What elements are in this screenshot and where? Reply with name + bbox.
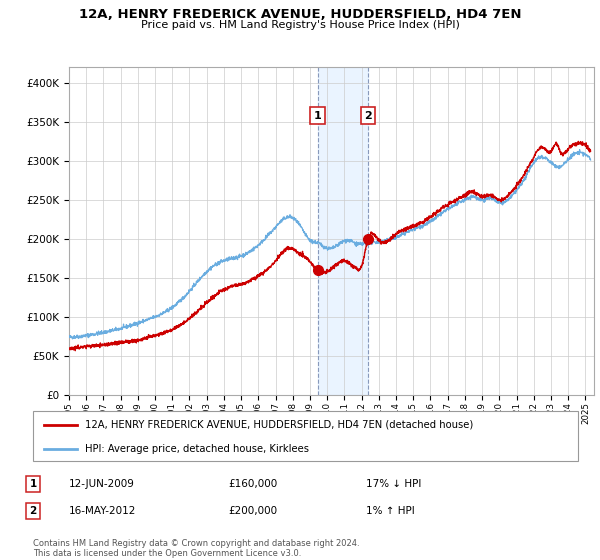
Text: HPI: Average price, detached house, Kirklees: HPI: Average price, detached house, Kirk… bbox=[85, 444, 309, 454]
Text: 2: 2 bbox=[364, 110, 372, 120]
Bar bbox=[317, 67, 368, 395]
Text: £160,000: £160,000 bbox=[228, 479, 277, 489]
Text: 12-JUN-2009: 12-JUN-2009 bbox=[69, 479, 135, 489]
Text: Price paid vs. HM Land Registry's House Price Index (HPI): Price paid vs. HM Land Registry's House … bbox=[140, 20, 460, 30]
Text: 17% ↓ HPI: 17% ↓ HPI bbox=[366, 479, 421, 489]
Text: 16-MAY-2012: 16-MAY-2012 bbox=[69, 506, 136, 516]
Text: 12A, HENRY FREDERICK AVENUE, HUDDERSFIELD, HD4 7EN (detached house): 12A, HENRY FREDERICK AVENUE, HUDDERSFIEL… bbox=[85, 419, 473, 430]
FancyBboxPatch shape bbox=[33, 411, 578, 461]
Text: 2: 2 bbox=[29, 506, 37, 516]
Text: Contains HM Land Registry data © Crown copyright and database right 2024.
This d: Contains HM Land Registry data © Crown c… bbox=[33, 539, 359, 558]
Text: £200,000: £200,000 bbox=[228, 506, 277, 516]
Text: 12A, HENRY FREDERICK AVENUE, HUDDERSFIELD, HD4 7EN: 12A, HENRY FREDERICK AVENUE, HUDDERSFIEL… bbox=[79, 8, 521, 21]
Text: 1: 1 bbox=[29, 479, 37, 489]
Text: 1: 1 bbox=[314, 110, 322, 120]
Text: 1% ↑ HPI: 1% ↑ HPI bbox=[366, 506, 415, 516]
